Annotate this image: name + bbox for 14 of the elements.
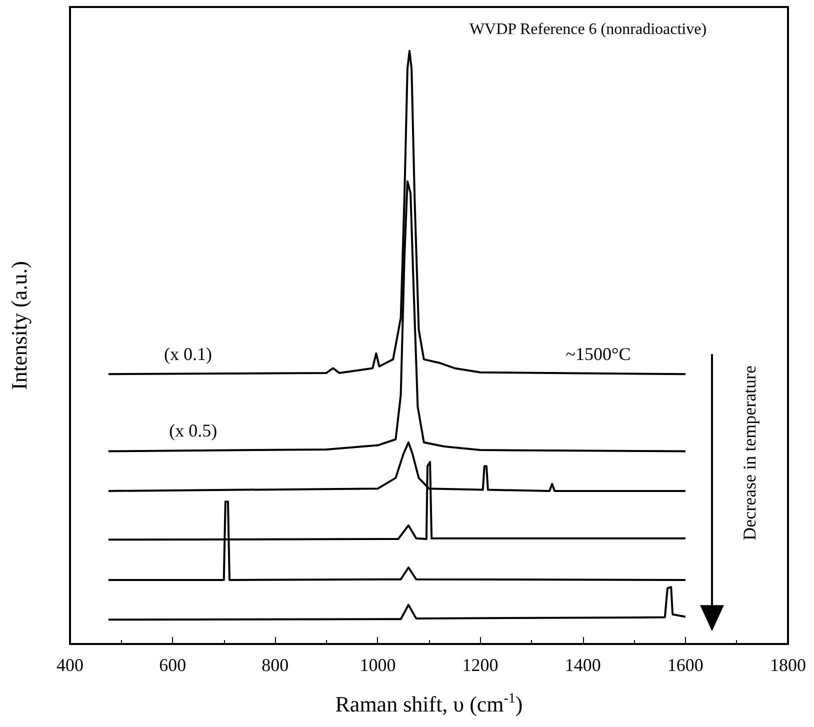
- x-tick-label: 1800: [770, 655, 806, 675]
- x-tick-label: 400: [56, 655, 84, 675]
- text: WVDP Reference 6 (nonradioactive): [469, 20, 707, 38]
- x-tick-label: 600: [159, 655, 186, 675]
- x-tick-label: 1400: [564, 655, 601, 675]
- annotation: (x 0.1): [164, 344, 212, 364]
- annotation: (x 0.5): [169, 420, 218, 441]
- annotation: Decrease in temperature: [740, 365, 760, 540]
- x-tick-label: 1600: [667, 655, 704, 675]
- x-tick-label: 800: [262, 655, 289, 675]
- x-tick-label: 1000: [360, 655, 396, 675]
- annotation: ~1500°C: [566, 344, 631, 364]
- x-tick-label: 1200: [462, 655, 498, 675]
- y-axis-title: Intensity (a.u.): [6, 261, 32, 390]
